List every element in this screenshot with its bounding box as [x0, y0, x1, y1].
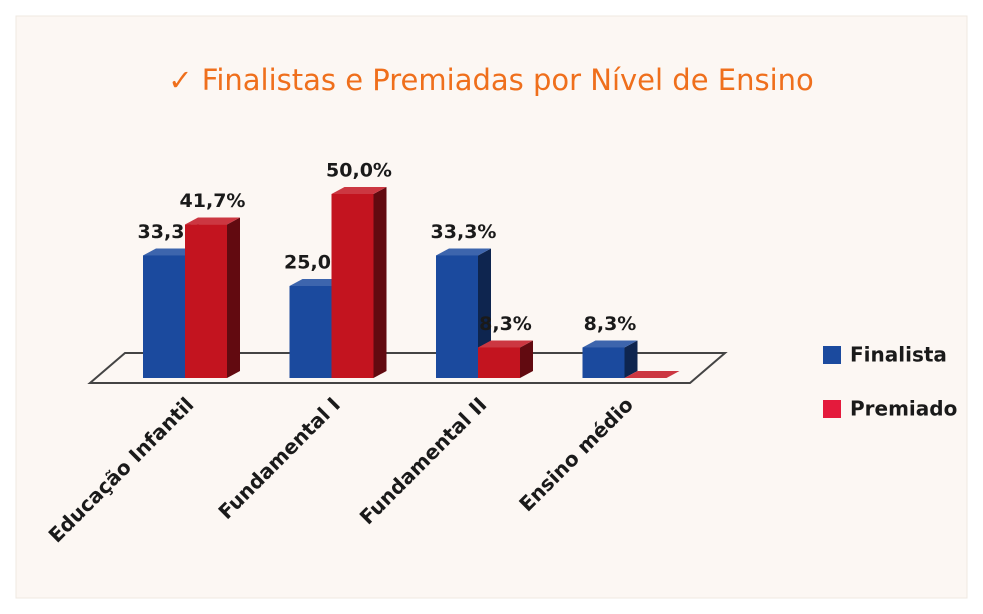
data-label: 50,0% — [326, 160, 392, 182]
bar-front — [289, 286, 332, 378]
legend-label: Premiado — [850, 397, 957, 421]
bar-front — [436, 255, 478, 378]
legend-swatch — [823, 346, 841, 364]
bar-front — [478, 347, 520, 378]
bar-top — [478, 340, 533, 348]
bar-side — [624, 340, 638, 378]
legend-label: Finalista — [850, 343, 947, 367]
bar-front — [185, 224, 227, 378]
bar-front — [582, 347, 625, 378]
bar — [331, 187, 387, 378]
bar-top — [185, 217, 240, 225]
bar-front — [331, 194, 374, 378]
bar — [624, 371, 680, 378]
bar-top — [624, 371, 680, 378]
bar-side — [520, 340, 533, 378]
data-label: 33,3% — [431, 221, 497, 243]
bar-front — [143, 255, 185, 378]
floor — [87, 352, 728, 384]
bar — [582, 340, 638, 378]
bar — [478, 340, 533, 378]
bar-top — [436, 248, 491, 256]
bar — [436, 248, 491, 378]
bar-top — [289, 279, 345, 286]
bar-side — [227, 217, 240, 378]
data-label: 8,3% — [479, 313, 532, 335]
bar-top — [331, 187, 387, 194]
bar-side — [373, 187, 387, 378]
legend-swatch — [823, 400, 841, 418]
chart-title: ✓ Finalistas e Premiadas por Nível de En… — [168, 63, 814, 97]
bar-top — [143, 248, 198, 256]
bar — [185, 217, 240, 378]
data-label: 41,7% — [180, 190, 246, 212]
data-label: 8,3% — [584, 313, 637, 335]
bar-top — [582, 340, 638, 348]
